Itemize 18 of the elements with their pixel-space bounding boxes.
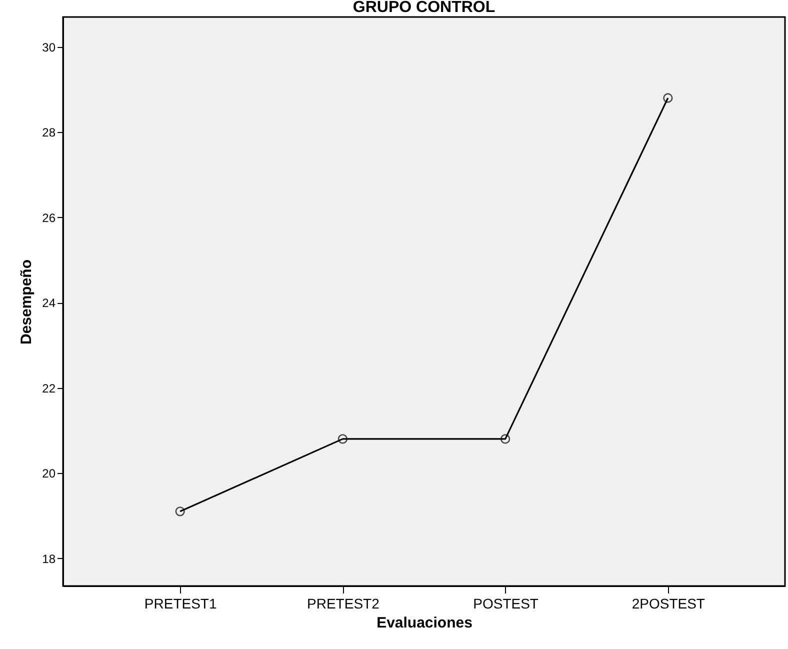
point [500, 434, 510, 444]
x-tick-label: POSTEST [473, 596, 539, 612]
y-tick-label: 18 [42, 552, 56, 566]
chart-title: GRUPO CONTROL [352, 0, 496, 16]
point [663, 93, 673, 103]
y-tick-label: 30 [42, 40, 56, 54]
y-tick-label: 28 [42, 126, 56, 140]
point [338, 434, 348, 444]
x-tick-label: 2POSTEST [632, 596, 706, 612]
point [175, 506, 185, 516]
x-axis-title: Evaluaciones [376, 614, 472, 632]
x-tick-label: PRETEST1 [144, 596, 217, 612]
y-tick-label: 26 [42, 210, 56, 225]
y-tick-label: 20 [42, 466, 56, 481]
x-tick-label: PRETEST2 [307, 596, 380, 612]
y-axis-title: Desempeño [18, 259, 36, 345]
y-tick-label: 22 [42, 381, 56, 396]
y-tick-label: 24 [42, 296, 56, 310]
